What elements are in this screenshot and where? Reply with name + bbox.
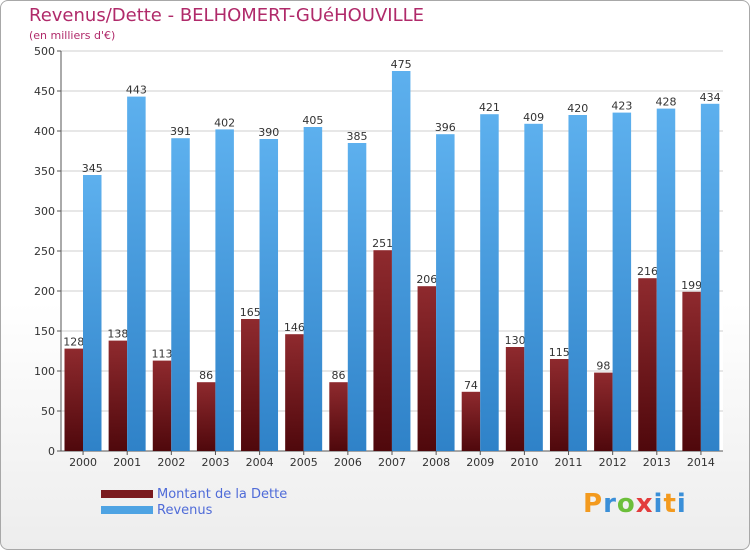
y-tick-label: 450 — [34, 85, 55, 98]
bar-dette-value-label: 146 — [284, 321, 305, 334]
bar-dette — [196, 382, 216, 451]
bar-revenus-value-label: 443 — [126, 84, 147, 97]
x-tick-label: 2011 — [555, 456, 583, 469]
legend-label-revenus: Revenus — [157, 503, 213, 518]
x-tick-label: 2008 — [422, 456, 450, 469]
bar-revenus — [524, 123, 543, 452]
y-tick-label: 500 — [34, 45, 55, 58]
proxiti-logo: Proxiti — [583, 489, 687, 519]
bar-revenus — [215, 129, 234, 451]
bar-dette-value-label: 130 — [505, 334, 526, 347]
bar-dette — [64, 348, 83, 451]
x-tick-label: 2000 — [69, 456, 97, 469]
y-tick-label: 200 — [34, 285, 55, 298]
bar-dette — [638, 278, 657, 451]
x-tick-label: 2007 — [378, 456, 406, 469]
x-tick-label: 2010 — [510, 456, 538, 469]
bar-revenus — [303, 127, 323, 451]
legend-item-dette: Montant de la Dette — [101, 487, 361, 503]
bar-dette — [329, 382, 348, 451]
bar-revenus — [259, 139, 279, 451]
y-tick-label: 0 — [48, 445, 55, 458]
x-tick-label: 2002 — [157, 456, 185, 469]
bar-dette — [285, 334, 304, 451]
bar-dette — [505, 347, 525, 451]
bar-dette-value-label: 138 — [107, 328, 128, 341]
bar-dette-value-label: 74 — [464, 379, 478, 392]
bar-revenus-value-label: 434 — [700, 91, 721, 104]
bar-revenus — [171, 138, 190, 451]
bar-dette — [152, 360, 172, 451]
x-tick-label: 2006 — [334, 456, 362, 469]
bar-dette-value-label: 98 — [596, 360, 610, 373]
bar-revenus — [656, 108, 676, 451]
bar-revenus — [612, 112, 632, 451]
legend-label-dette: Montant de la Dette — [157, 487, 288, 502]
bar-revenus — [568, 115, 587, 451]
bar-revenus-value-label: 421 — [479, 101, 500, 114]
bar-revenus — [83, 175, 102, 451]
bar-dette-value-label: 86 — [199, 369, 213, 382]
bar-dette-value-label: 115 — [549, 346, 570, 359]
bar-revenus-value-label: 391 — [170, 125, 191, 138]
bar-revenus — [391, 71, 411, 451]
bar-revenus — [347, 143, 367, 451]
bar-dette — [241, 319, 260, 451]
bar-revenus — [127, 96, 146, 451]
chart-title: Revenus/Dette - BELHOMERT-GUéHOUVILLE — [29, 5, 424, 26]
y-tick-label: 50 — [41, 405, 55, 418]
bar-revenus-value-label: 475 — [391, 58, 412, 71]
bar-revenus-value-label: 396 — [435, 121, 456, 134]
chart-legend: Montant de la Dette Revenus — [101, 487, 361, 519]
bar-dette — [373, 250, 392, 451]
bar-revenus-value-label: 428 — [655, 96, 676, 109]
x-tick-label: 2009 — [466, 456, 494, 469]
bar-dette — [417, 286, 437, 451]
bar-dette-value-label: 128 — [63, 336, 84, 349]
bar-dette — [549, 359, 569, 451]
x-tick-label: 2001 — [113, 456, 141, 469]
bar-revenus — [480, 114, 499, 451]
bar-revenus-value-label: 385 — [347, 130, 368, 143]
y-tick-label: 300 — [34, 205, 55, 218]
bar-dette-value-label: 113 — [152, 348, 173, 361]
bar-revenus-value-label: 409 — [523, 111, 544, 124]
bar-dette-value-label: 165 — [240, 306, 261, 319]
x-tick-label: 2013 — [643, 456, 671, 469]
bar-dette — [461, 391, 481, 451]
y-tick-label: 250 — [34, 245, 55, 258]
bar-revenus-value-label: 405 — [302, 114, 323, 127]
bar-dette-value-label: 206 — [416, 273, 437, 286]
x-tick-label: 2003 — [201, 456, 229, 469]
bar-revenus-value-label: 402 — [214, 116, 235, 129]
chart-subtitle: (en milliers d'€) — [29, 29, 116, 42]
bar-revenus-value-label: 390 — [258, 126, 279, 139]
y-tick-label: 350 — [34, 165, 55, 178]
bar-dette-value-label: 216 — [637, 265, 658, 278]
x-tick-label: 2012 — [599, 456, 627, 469]
bar-revenus — [436, 134, 455, 451]
y-tick-label: 150 — [34, 325, 55, 338]
bar-dette-value-label: 199 — [681, 279, 702, 292]
x-tick-label: 2004 — [246, 456, 274, 469]
bar-revenus-value-label: 420 — [567, 102, 588, 115]
bar-revenus-value-label: 345 — [82, 162, 103, 175]
x-tick-label: 2014 — [687, 456, 715, 469]
legend-swatch-dette — [101, 490, 153, 498]
bar-dette-value-label: 251 — [372, 237, 393, 250]
bar-dette-value-label: 86 — [332, 369, 346, 382]
bar-revenus-value-label: 423 — [611, 100, 632, 113]
legend-item-revenus: Revenus — [101, 503, 361, 519]
legend-swatch-revenus — [101, 506, 153, 514]
x-tick-label: 2005 — [290, 456, 318, 469]
y-tick-label: 400 — [34, 125, 55, 138]
bar-revenus — [700, 103, 720, 452]
bar-dette — [682, 291, 701, 451]
bar-dette — [594, 372, 613, 451]
y-tick-label: 100 — [34, 365, 55, 378]
bar-dette — [108, 340, 128, 451]
